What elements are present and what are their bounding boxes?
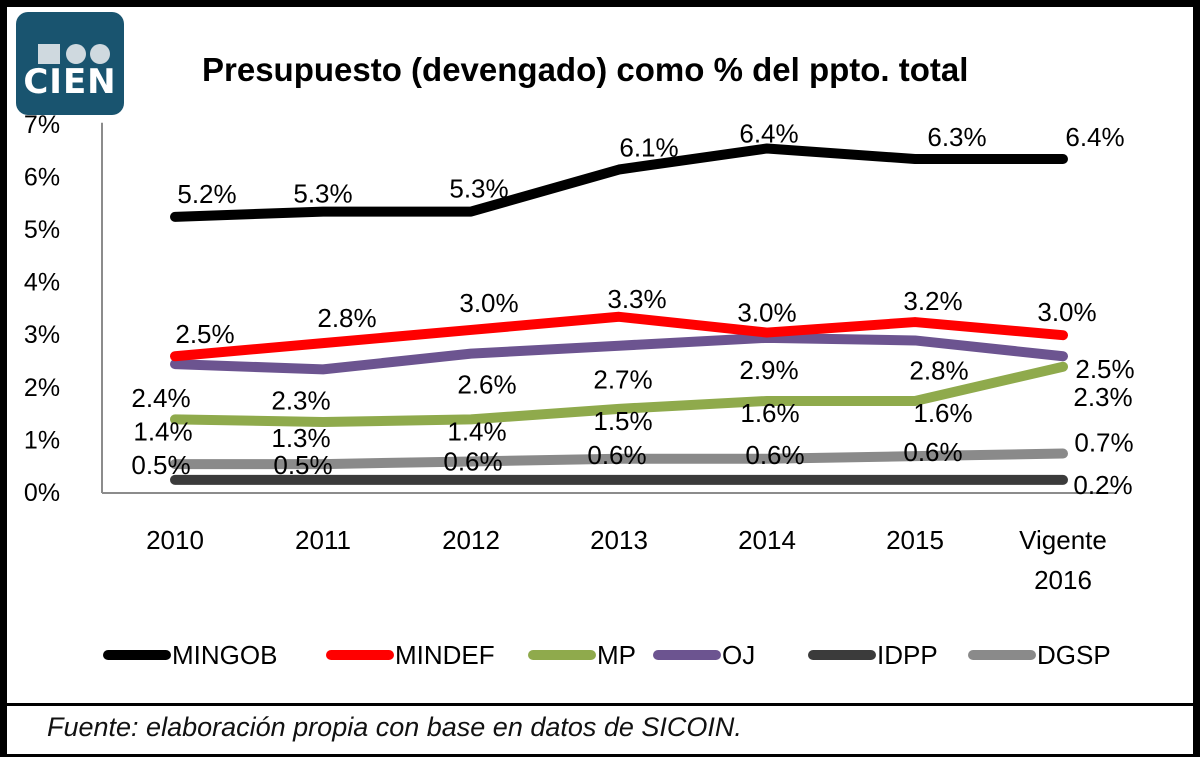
logo-dot-icon: [90, 44, 110, 64]
data-label-mp: 1.3%: [271, 423, 330, 453]
data-label-oj: 2.5%: [1075, 354, 1134, 384]
data-label-idpp: 0.2%: [1073, 470, 1132, 500]
data-label-mindef: 3.2%: [903, 286, 962, 316]
x-tick-label: 2011: [295, 525, 351, 555]
data-label-mindef: 3.0%: [737, 298, 796, 328]
y-tick-label: 4%: [24, 269, 60, 297]
cien-logo: CIEN: [16, 12, 124, 115]
y-tick-label: 5%: [24, 216, 60, 244]
data-label-mp: 1.4%: [133, 416, 192, 446]
data-label-mingob: 6.4%: [1065, 122, 1124, 152]
series-line-oj: [170, 332, 1068, 375]
data-label-mp: 1.6%: [740, 398, 799, 428]
footer: Fuente: elaboración propia con base en d…: [7, 706, 1193, 754]
x-tick-label: 2013: [590, 525, 648, 555]
data-label-mingob: 5.2%: [177, 179, 236, 209]
data-label-mp: 1.5%: [593, 406, 652, 436]
series-line-mindef: [170, 311, 1068, 362]
series-line-mingob: [170, 143, 1068, 222]
data-label-mingob: 6.1%: [619, 133, 678, 163]
data-label-mindef: 2.8%: [317, 303, 376, 333]
data-label-oj: 2.3%: [271, 385, 330, 415]
data-label-oj: 2.4%: [131, 383, 190, 413]
data-label-mingob: 6.4%: [739, 118, 798, 148]
data-label-mindef: 2.5%: [175, 319, 234, 349]
y-tick-label: 1%: [24, 426, 60, 454]
series-line-mp: [170, 361, 1068, 427]
legend-label-mindef: MINDEF: [395, 640, 495, 670]
x-tick-label: 2010: [146, 525, 204, 555]
data-label-dgsp: 0.6%: [903, 437, 962, 467]
legend-label-oj: OJ: [722, 640, 755, 670]
legend-label-idpp: IDPP: [877, 640, 938, 670]
legend-label-mingob: MINGOB: [172, 640, 277, 670]
data-label-mindef: 3.0%: [1037, 297, 1096, 327]
data-label-dgsp: 0.5%: [131, 450, 190, 480]
legend-label-dgsp: DGSP: [1037, 640, 1111, 670]
legend-label-mp: MP: [597, 640, 636, 670]
x-tick-label: 2014: [738, 525, 796, 555]
source-note: Fuente: elaboración propia con base en d…: [47, 712, 742, 742]
logo-text: CIEN: [23, 62, 117, 102]
data-label-dgsp: 0.6%: [587, 440, 646, 470]
data-label-mindef: 3.0%: [459, 288, 518, 318]
data-label-mindef: 3.3%: [607, 284, 666, 314]
line-chart: 0% 1% 2% 3% 4% 5% 6% 7% 2010 2011 2012 2013 2014 2015…: [24, 111, 1135, 670]
logo-dot-icon: [66, 44, 86, 64]
data-label-mingob: 5.3%: [293, 179, 352, 209]
data-label-dgsp: 0.6%: [443, 446, 502, 476]
x-tick-label: 2012: [442, 525, 500, 555]
y-tick-label: 3%: [24, 321, 60, 349]
data-label-mp: 2.3%: [1073, 382, 1132, 412]
data-label-oj: 2.8%: [909, 355, 968, 385]
data-label-oj: 2.6%: [457, 370, 516, 400]
data-label-dgsp: 0.7%: [1074, 428, 1133, 458]
data-label-mingob: 6.3%: [927, 122, 986, 152]
data-label-oj: 2.7%: [593, 365, 652, 395]
y-tick-label: 0%: [24, 479, 60, 507]
logo-square-icon: [38, 44, 60, 64]
y-tick-label: 7%: [24, 111, 60, 139]
x-tick-label: 2016: [1034, 565, 1092, 595]
data-label-oj: 2.9%: [739, 355, 798, 385]
series-line-dgsp: [170, 448, 1068, 470]
data-label-mp: 1.4%: [447, 416, 506, 446]
data-label-mingob: 5.3%: [449, 174, 508, 204]
x-tick-label: Vigente: [1019, 525, 1107, 555]
x-tick-label: 2015: [886, 525, 944, 555]
data-label-mp: 1.6%: [913, 398, 972, 428]
data-label-dgsp: 0.5%: [273, 450, 332, 480]
y-tick-label: 2%: [24, 374, 60, 402]
chart-frame: CIEN Presupuesto (devengado) como % del …: [7, 7, 1193, 703]
data-label-dgsp: 0.6%: [745, 440, 804, 470]
y-tick-label: 6%: [24, 163, 60, 191]
chart-title: Presupuesto (devengado) como % del ppto.…: [202, 51, 969, 88]
